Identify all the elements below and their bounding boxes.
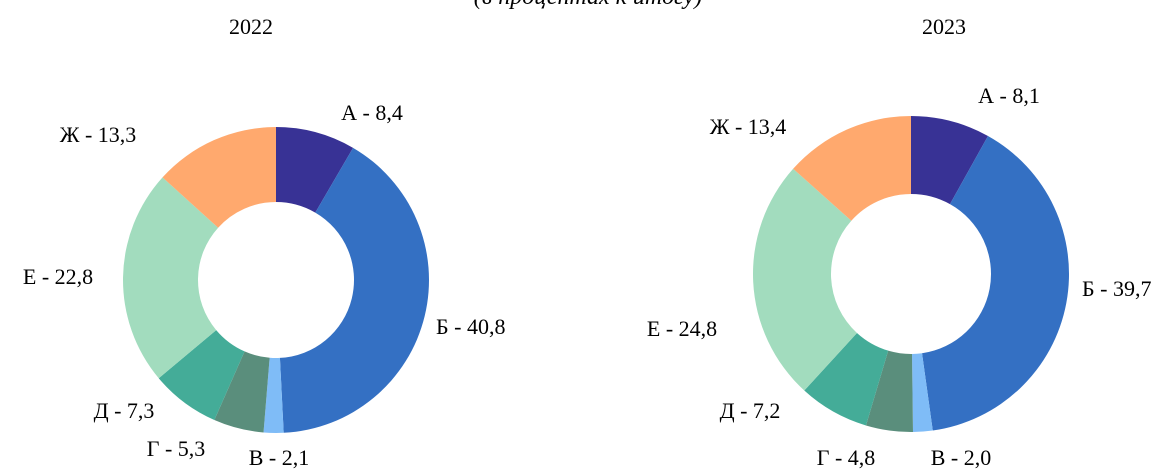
slice-category: А bbox=[341, 100, 357, 125]
slice-category: Ж bbox=[710, 114, 730, 139]
slice-category: В bbox=[931, 445, 946, 470]
slice-category: Б bbox=[436, 314, 449, 339]
slice-value: 40,8 bbox=[467, 314, 506, 339]
slice-separator: - bbox=[357, 100, 375, 125]
slice-category: Е bbox=[647, 316, 660, 341]
slice-category: Г bbox=[817, 445, 830, 470]
slice-label-a-2023: А - 8,1 bbox=[978, 83, 1040, 108]
slice-category: Ж bbox=[60, 122, 80, 147]
slice-separator: - bbox=[660, 316, 678, 341]
slice-value: 4,8 bbox=[848, 445, 876, 470]
slice-label-a-2022: А - 8,4 bbox=[341, 100, 403, 125]
slice-category: Д bbox=[720, 398, 735, 423]
slice-b-2023 bbox=[922, 136, 1070, 431]
slice-value: 13,4 bbox=[748, 114, 787, 139]
slice-separator: - bbox=[109, 398, 127, 423]
slice-label-d-2023: Д - 7,2 bbox=[720, 398, 781, 423]
slice-g-2022 bbox=[214, 351, 270, 433]
slice-label-zh-2022: Ж - 13,3 bbox=[60, 122, 137, 147]
slice-value: 5,3 bbox=[178, 436, 206, 461]
slice-d-2022 bbox=[158, 330, 245, 421]
slice-value: 22,8 bbox=[55, 264, 94, 289]
slice-label-d-2022: Д - 7,3 bbox=[94, 398, 155, 423]
slice-value: 2,0 bbox=[964, 445, 992, 470]
slice-category: Б bbox=[1082, 276, 1095, 301]
slice-separator: - bbox=[829, 445, 847, 470]
slice-v-2022 bbox=[263, 357, 284, 434]
slice-category: Д bbox=[94, 398, 109, 423]
slice-label-e-2022: Е - 22,8 bbox=[23, 264, 93, 289]
slice-value: 7,3 bbox=[127, 398, 155, 423]
slice-separator: - bbox=[159, 436, 177, 461]
donut-chart-2022: 2022 А - 8,4 Б - 40,8 В - 2,1 Г - 5,3 Д - 7,3… bbox=[23, 14, 506, 470]
slice-separator: - bbox=[994, 83, 1012, 108]
slice-value: 24,8 bbox=[679, 316, 718, 341]
slice-separator: - bbox=[449, 314, 467, 339]
slice-e-2022 bbox=[123, 177, 219, 379]
chart-title-2022: 2022 bbox=[229, 14, 273, 39]
slice-label-zh-2023: Ж - 13,4 bbox=[710, 114, 787, 139]
slice-separator: - bbox=[79, 122, 97, 147]
slice-category: В bbox=[249, 445, 264, 470]
slice-label-b-2023: Б - 39,7 bbox=[1082, 276, 1151, 301]
chart-title-2023: 2023 bbox=[922, 14, 966, 39]
slice-d-2023 bbox=[804, 333, 889, 426]
slice-category: Г bbox=[147, 436, 160, 461]
slice-separator: - bbox=[729, 114, 747, 139]
header-fragment: (в процентах к итогу) bbox=[0, 0, 1176, 11]
slice-label-g-2022: Г - 5,3 bbox=[147, 436, 206, 461]
slice-separator: - bbox=[735, 398, 753, 423]
slice-separator: - bbox=[36, 264, 54, 289]
slice-value: 8,1 bbox=[1012, 83, 1040, 108]
slice-separator: - bbox=[945, 445, 963, 470]
slice-a-2022 bbox=[276, 127, 354, 213]
slice-zh-2023 bbox=[793, 116, 911, 221]
slice-a-2023 bbox=[911, 116, 988, 205]
slice-separator: - bbox=[1095, 276, 1113, 301]
slice-label-g-2023: Г - 4,8 bbox=[817, 445, 876, 470]
slice-category: Е bbox=[23, 264, 36, 289]
slice-label-v-2023: В - 2,0 bbox=[931, 445, 992, 470]
slice-value: 8,4 bbox=[375, 100, 403, 125]
slice-value: 39,7 bbox=[1113, 276, 1152, 301]
slice-label-v-2022: В - 2,1 bbox=[249, 445, 310, 470]
slice-separator: - bbox=[263, 445, 281, 470]
slice-value: 13,3 bbox=[98, 122, 137, 147]
slice-v-2023 bbox=[912, 353, 933, 432]
slice-b-2022 bbox=[279, 147, 430, 433]
slice-zh-2022 bbox=[162, 127, 276, 228]
slice-label-e-2023: Е - 24,8 bbox=[647, 316, 717, 341]
slice-value: 2,1 bbox=[282, 445, 310, 470]
slice-e-2023 bbox=[752, 168, 857, 391]
donut-chart-2023: 2023 А - 8,1 Б - 39,7 В - 2,0 Г - 4,8 Д - 7,2… bbox=[647, 14, 1152, 470]
slice-value: 7,2 bbox=[753, 398, 781, 423]
slice-label-b-2022: Б - 40,8 bbox=[436, 314, 505, 339]
slice-category: А bbox=[978, 83, 994, 108]
slice-g-2023 bbox=[865, 350, 913, 433]
